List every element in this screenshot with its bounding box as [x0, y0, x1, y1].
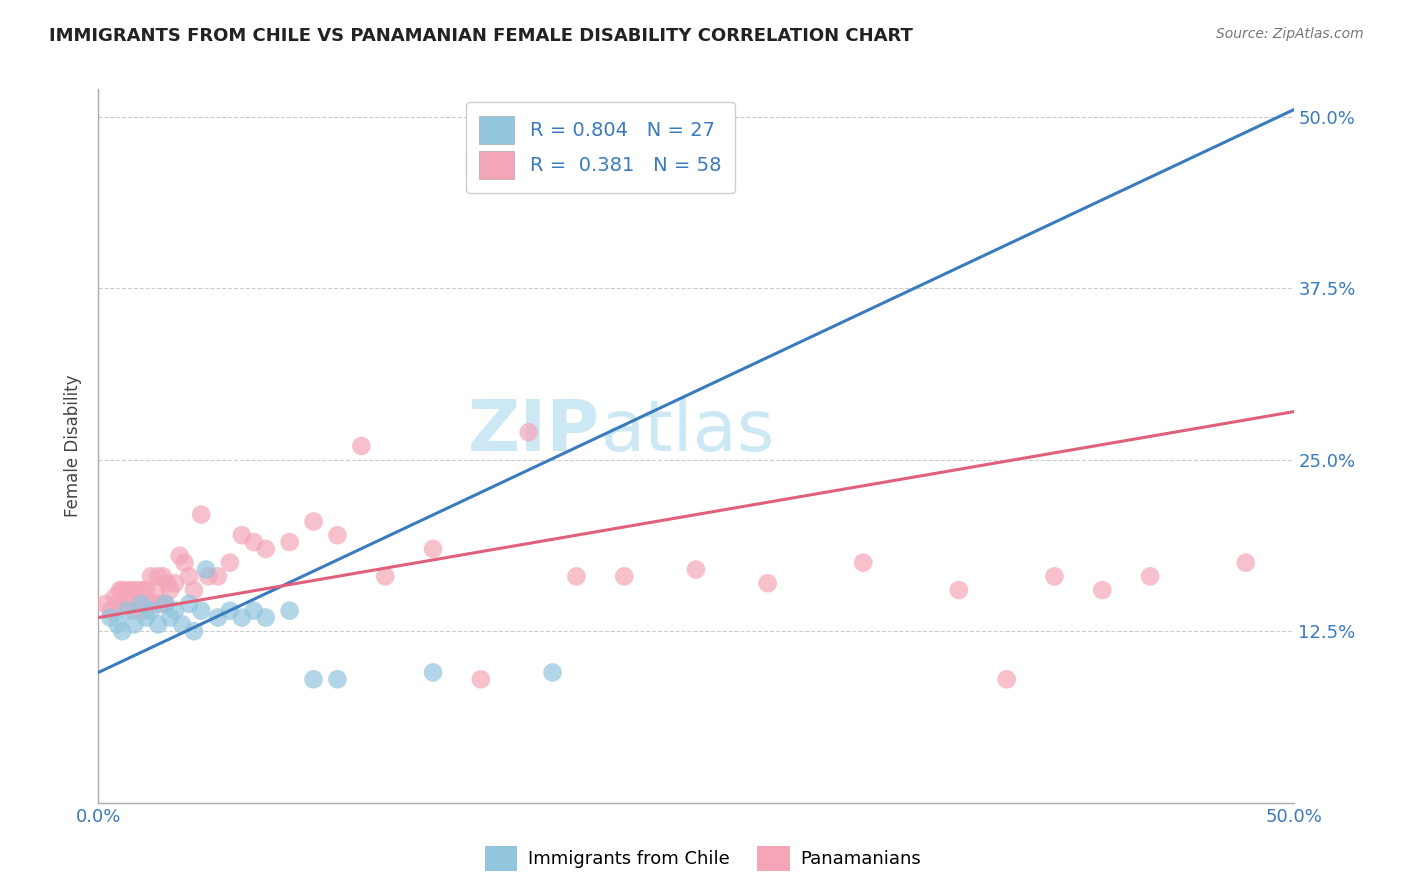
Point: [179, 569, 201, 583]
Point: [207, 610, 229, 624]
Point: [278, 535, 301, 549]
Point: [155, 597, 177, 611]
Point: [374, 569, 396, 583]
Point: [107, 617, 129, 632]
Point: [1091, 583, 1114, 598]
Point: [326, 673, 349, 687]
Point: [190, 508, 212, 522]
Point: [756, 576, 779, 591]
Point: [132, 604, 155, 618]
Point: [104, 590, 127, 604]
Point: [243, 604, 266, 618]
Point: [114, 597, 136, 611]
Point: [108, 583, 131, 598]
Point: [169, 549, 191, 563]
Point: [179, 597, 201, 611]
Point: [195, 562, 218, 576]
Point: [350, 439, 373, 453]
Point: [1139, 569, 1161, 583]
Point: [243, 535, 266, 549]
Point: [131, 583, 153, 598]
Point: [142, 597, 165, 611]
Text: atlas: atlas: [600, 397, 775, 467]
Point: [183, 583, 205, 598]
Point: [148, 569, 170, 583]
Point: [163, 576, 186, 591]
Point: [111, 583, 134, 598]
Point: [135, 583, 157, 598]
Point: [231, 610, 253, 624]
Point: [278, 604, 301, 618]
Point: [128, 597, 150, 611]
Point: [207, 569, 229, 583]
Text: ZIP: ZIP: [468, 397, 600, 467]
Point: [148, 617, 170, 632]
Point: [326, 528, 349, 542]
Point: [156, 576, 179, 591]
Point: [517, 425, 540, 440]
Point: [302, 515, 325, 529]
Point: [115, 583, 138, 598]
Point: [541, 665, 564, 680]
Point: [685, 562, 707, 576]
Point: [470, 673, 492, 687]
Point: [422, 541, 444, 556]
Point: [135, 610, 157, 624]
Point: [125, 583, 148, 598]
Point: [152, 569, 174, 583]
Point: [1043, 569, 1066, 583]
Point: [613, 569, 636, 583]
Point: [183, 624, 205, 639]
Point: [98, 604, 122, 618]
Point: [121, 583, 143, 598]
Point: [190, 604, 212, 618]
Point: [149, 597, 172, 611]
Point: [139, 569, 162, 583]
Point: [118, 597, 141, 611]
Point: [98, 610, 122, 624]
Point: [948, 583, 970, 598]
Point: [219, 556, 242, 570]
Point: [139, 604, 162, 618]
Legend: Immigrants from Chile, Panamanians: Immigrants from Chile, Panamanians: [478, 838, 928, 879]
Point: [995, 673, 1018, 687]
Point: [254, 610, 277, 624]
Point: [422, 665, 444, 680]
Point: [219, 604, 242, 618]
Legend: R = 0.804   N = 27, R =  0.381   N = 58: R = 0.804 N = 27, R = 0.381 N = 58: [465, 103, 735, 193]
Y-axis label: Female Disability: Female Disability: [65, 375, 83, 517]
Point: [124, 604, 146, 618]
Point: [115, 604, 138, 618]
Point: [138, 597, 160, 611]
Point: [302, 673, 325, 687]
Text: IMMIGRANTS FROM CHILE VS PANAMANIAN FEMALE DISABILITY CORRELATION CHART: IMMIGRANTS FROM CHILE VS PANAMANIAN FEMA…: [49, 27, 912, 45]
Point: [173, 556, 195, 570]
Point: [1330, 556, 1353, 570]
Text: Source: ZipAtlas.com: Source: ZipAtlas.com: [1216, 27, 1364, 41]
Point: [254, 541, 277, 556]
Point: [1234, 556, 1257, 570]
Point: [159, 583, 181, 598]
Point: [107, 597, 129, 611]
Point: [131, 597, 153, 611]
Point: [852, 556, 875, 570]
Point: [145, 583, 167, 598]
Point: [565, 569, 588, 583]
Point: [111, 624, 134, 639]
Point: [94, 597, 117, 611]
Point: [155, 597, 177, 611]
Point: [231, 528, 253, 542]
Point: [159, 610, 181, 624]
Point: [163, 604, 186, 618]
Point: [197, 569, 219, 583]
Point: [124, 617, 146, 632]
Point: [172, 617, 194, 632]
